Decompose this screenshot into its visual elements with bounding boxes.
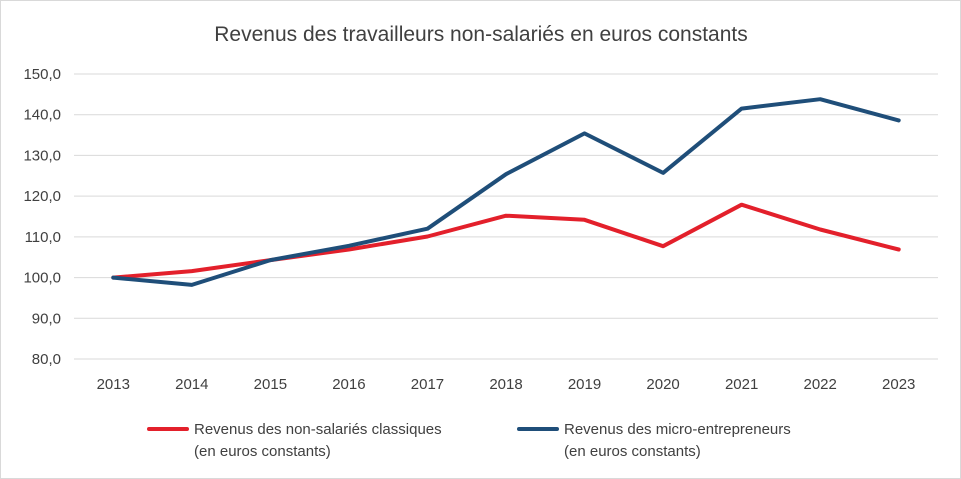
x-tick-label: 2017 [411,376,444,393]
x-tick-label: 2016 [332,376,365,393]
series-lines [111,97,901,287]
y-tick-label: 120,0 [23,188,61,205]
y-tick-label: 100,0 [23,270,61,287]
y-tick-label: 90,0 [32,310,61,327]
x-tick-label: 2020 [646,376,679,393]
chart-title: Revenus des travailleurs non-salariés en… [214,23,747,46]
x-tick-label: 2018 [489,376,522,393]
x-tick-label: 2021 [725,376,758,393]
legend-label: Revenus des non-salariés classiques [194,421,442,438]
y-tick-label: 110,0 [25,229,61,246]
legend-label-line2: (en euros constants) [194,443,331,460]
x-tick-label: 2022 [803,376,836,393]
x-tick-label: 2015 [254,376,287,393]
series-line-micro-entrepreneurs [111,97,901,287]
x-tick-label: 2013 [97,376,130,393]
y-tick-label: 130,0 [23,147,61,164]
x-tick-label: 2014 [175,376,208,393]
x-axis-tick-labels: 2013 2014 2015 2016 2017 2018 2019 2020 2021 2022… [97,376,916,393]
y-tick-label: 140,0 [23,107,61,124]
legend: Revenus des non-salariés classiques (en e… [147,421,791,460]
legend-label: Revenus des micro-entrepreneurs [564,421,791,438]
legend-label-line2: (en euros constants) [564,443,701,460]
y-axis-tick-labels: 80,0 90,0 100,0 110,0 120,0 130,0 140,0 150,0 [23,66,61,368]
y-tick-label: 80,0 [32,351,61,368]
x-tick-label: 2019 [568,376,601,393]
y-tick-label: 150,0 [23,66,61,83]
series-line-classiques [111,202,901,280]
x-tick-label: 2023 [882,376,915,393]
